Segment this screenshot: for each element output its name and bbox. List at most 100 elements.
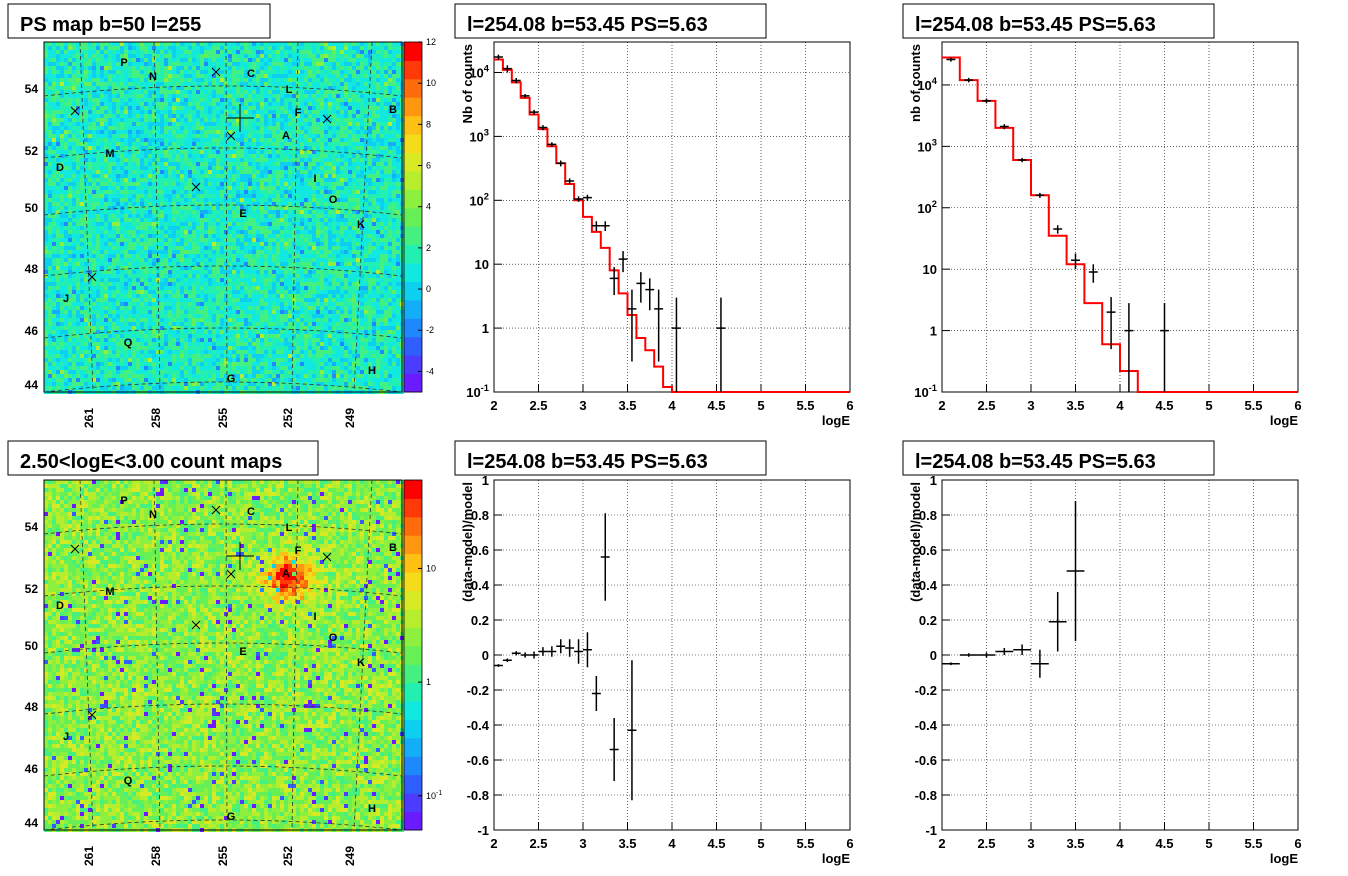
colorbar-tick: 10: [426, 563, 436, 573]
y-tick-label: 0.2: [919, 613, 937, 628]
y-tick-label: 102: [469, 191, 489, 208]
lon-line: [153, 41, 161, 393]
colorbar-cell: [404, 480, 422, 499]
chart-title-3: l=254.08 b=53.45 PS=5.63: [467, 451, 708, 473]
data-point: [1088, 264, 1098, 283]
y-tick-label: -0.8: [467, 788, 489, 803]
data-point: [502, 65, 512, 73]
data-point: [565, 178, 575, 184]
x-axis-label: logE: [1270, 851, 1298, 866]
colorbar-cell: [404, 244, 422, 264]
x-tick-label: 5: [757, 836, 764, 851]
colorbar-cell: [404, 535, 422, 555]
data-point: [1053, 225, 1063, 234]
x-tick-label: 4: [1116, 398, 1124, 413]
colorbar-cell: [404, 281, 422, 301]
source-marker: [191, 620, 201, 630]
map-title-1: PS map b=50 l=255: [20, 14, 201, 36]
data-point: [1071, 253, 1080, 270]
y-tick-label: 1: [930, 324, 937, 339]
data-point: [591, 676, 601, 711]
source-label-o: O: [329, 632, 338, 644]
source-label-e: E: [239, 646, 246, 658]
data-point: [538, 647, 548, 656]
source-label-a: A: [282, 130, 290, 142]
colorbar-cell: [404, 719, 422, 739]
x-tick-label: 6: [1294, 836, 1301, 851]
lat-label: 52: [25, 582, 39, 596]
data-point: [942, 662, 960, 666]
x-tick-label: 2.5: [977, 836, 995, 851]
colorbar-cell: [404, 590, 422, 610]
colorbar-tick: 4: [426, 202, 431, 212]
data-point: [1106, 297, 1116, 350]
source-marker: [322, 114, 332, 124]
source-label-m: M: [105, 586, 114, 598]
x-tick-label: 2.5: [977, 398, 995, 413]
lon-label: 258: [149, 846, 163, 866]
chart-title-2: l=254.08 b=53.45 PS=5.63: [915, 14, 1156, 36]
y-tick-label: 0.4: [471, 578, 490, 593]
y-tick-label: -0.8: [915, 788, 937, 803]
model-histogram: [942, 56, 1298, 393]
colorbar-tick: 10: [426, 78, 436, 88]
data-point: [520, 94, 530, 98]
x-tick-label: 4.5: [1155, 398, 1173, 413]
y-tick-label: 10-1: [466, 383, 489, 400]
y-axis-label: nb of counts: [908, 44, 923, 122]
x-tick-label: 4.5: [707, 836, 725, 851]
source-marker: [226, 569, 236, 579]
x-tick-label: 5: [1205, 398, 1212, 413]
data-point: [1124, 303, 1134, 392]
data-point: [529, 109, 539, 115]
lon-line: [225, 479, 228, 831]
y-tick-label: -1: [925, 823, 937, 838]
colorbar-cell: [404, 793, 422, 813]
colorbar-cell: [404, 355, 422, 375]
chart-4: 2 2.5 3 3.5 4 4.5 5 5.5 6 -1 -0.8 -0.6 -0.4 -0.2 0 0.2 0…: [908, 473, 1302, 866]
source-label-i: I: [313, 173, 316, 185]
colorbar-cell: [404, 701, 422, 720]
x-tick-label: 4: [668, 398, 676, 413]
data-point: [591, 221, 601, 232]
y-tick-label: -0.6: [915, 753, 937, 768]
map-title-2: 2.50<logE<3.00 count maps: [20, 451, 282, 473]
colorbar-cell: [404, 774, 422, 794]
source-label-h: H: [368, 803, 376, 815]
colorbar-cell: [404, 134, 422, 154]
y-axis-label: Nb of counts: [460, 44, 475, 123]
lat-label: 54: [25, 520, 39, 534]
source-label-j: J: [63, 731, 69, 743]
y-tick-label: 0.8: [919, 508, 937, 523]
source-label-l: L: [286, 522, 293, 534]
data-point: [1048, 592, 1067, 652]
colorbar-cell: [404, 299, 422, 319]
data-point: [538, 125, 548, 131]
data-point: [547, 646, 557, 657]
x-tick-label: 6: [846, 836, 853, 851]
colorbar-cell: [404, 627, 422, 647]
source-marker: [322, 552, 332, 562]
x-tick-label: 5.5: [1244, 398, 1262, 413]
lat-label: 44: [25, 378, 39, 392]
data-point: [556, 160, 566, 167]
y-tick-label: 0: [930, 648, 937, 663]
lat-line: [43, 642, 403, 654]
source-marker: [211, 505, 221, 515]
colorbar-cell: [404, 608, 422, 628]
colorbar-cell: [404, 664, 422, 684]
source-label-g: G: [227, 373, 236, 385]
colorbar-tick: 6: [426, 161, 431, 171]
source-label-n: N: [149, 509, 157, 521]
x-tick-label: 4.5: [1155, 836, 1173, 851]
colorbar-cell: [404, 553, 422, 573]
source-label-b: B: [389, 542, 397, 554]
x-tick-label: 5.5: [1244, 836, 1262, 851]
colorbar-tick: 1: [426, 677, 431, 687]
colorbar-cell: [404, 189, 422, 209]
data-point: [574, 639, 583, 664]
x-tick-label: 6: [846, 398, 853, 413]
colorbar-tick: -4: [426, 366, 434, 376]
source-marker: [191, 182, 201, 192]
source-label-e: E: [239, 208, 246, 220]
